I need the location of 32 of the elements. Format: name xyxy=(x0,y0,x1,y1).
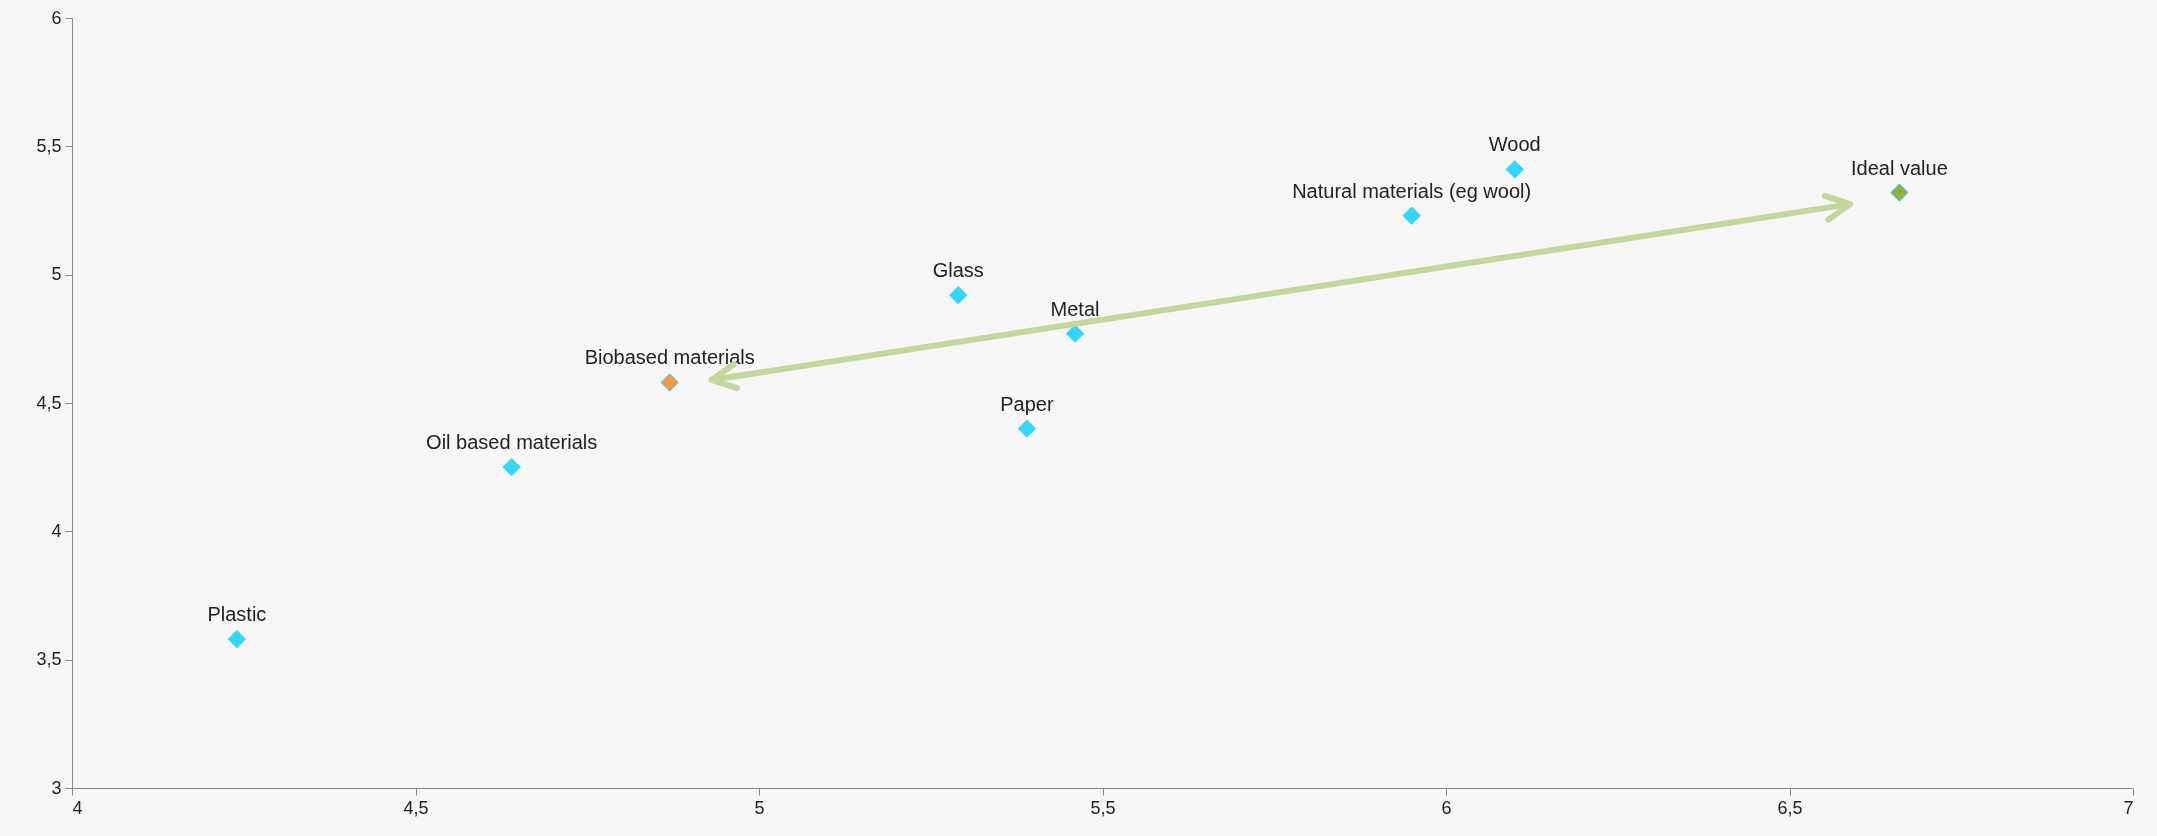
series-label: Biobased materials xyxy=(584,346,755,369)
point xyxy=(1402,206,1421,225)
series-label: Metal xyxy=(1050,297,1100,320)
series-label: Plastic xyxy=(207,603,267,626)
point xyxy=(1065,324,1085,343)
series-label: Glass xyxy=(932,259,984,282)
series-label: Paper xyxy=(1000,392,1054,415)
y-tick-label: 5,5 xyxy=(36,135,62,156)
x-tick-label: 6 xyxy=(1441,797,1452,818)
x-tick-label: 6,5 xyxy=(1777,797,1803,818)
y-tick-label: 4,5 xyxy=(36,392,62,413)
y-tick-label: 3,5 xyxy=(36,649,62,670)
series-label: Natural materials (eg wool) xyxy=(1292,179,1532,202)
series-label: Wood xyxy=(1488,133,1541,156)
point xyxy=(949,286,968,305)
point xyxy=(660,373,679,392)
x-tick-label: 5 xyxy=(754,797,765,818)
y-tick-label: 6 xyxy=(51,7,62,28)
y-tick-label: 4 xyxy=(51,520,62,541)
point xyxy=(1890,183,1909,202)
x-tick-label: 7 xyxy=(2123,797,2134,818)
series-label: Oil based materials xyxy=(426,431,598,454)
x-tick-label: 5,5 xyxy=(1090,797,1116,818)
series-label: Ideal value xyxy=(1851,156,1948,179)
x-tick-label: 4 xyxy=(72,797,83,818)
point xyxy=(1017,419,1037,438)
point xyxy=(1505,160,1524,179)
x-tick-label: 4,5 xyxy=(403,797,429,818)
point xyxy=(502,458,521,477)
point xyxy=(227,629,247,649)
y-tick-label: 5 xyxy=(51,264,62,285)
y-tick-label: 3 xyxy=(51,777,62,798)
